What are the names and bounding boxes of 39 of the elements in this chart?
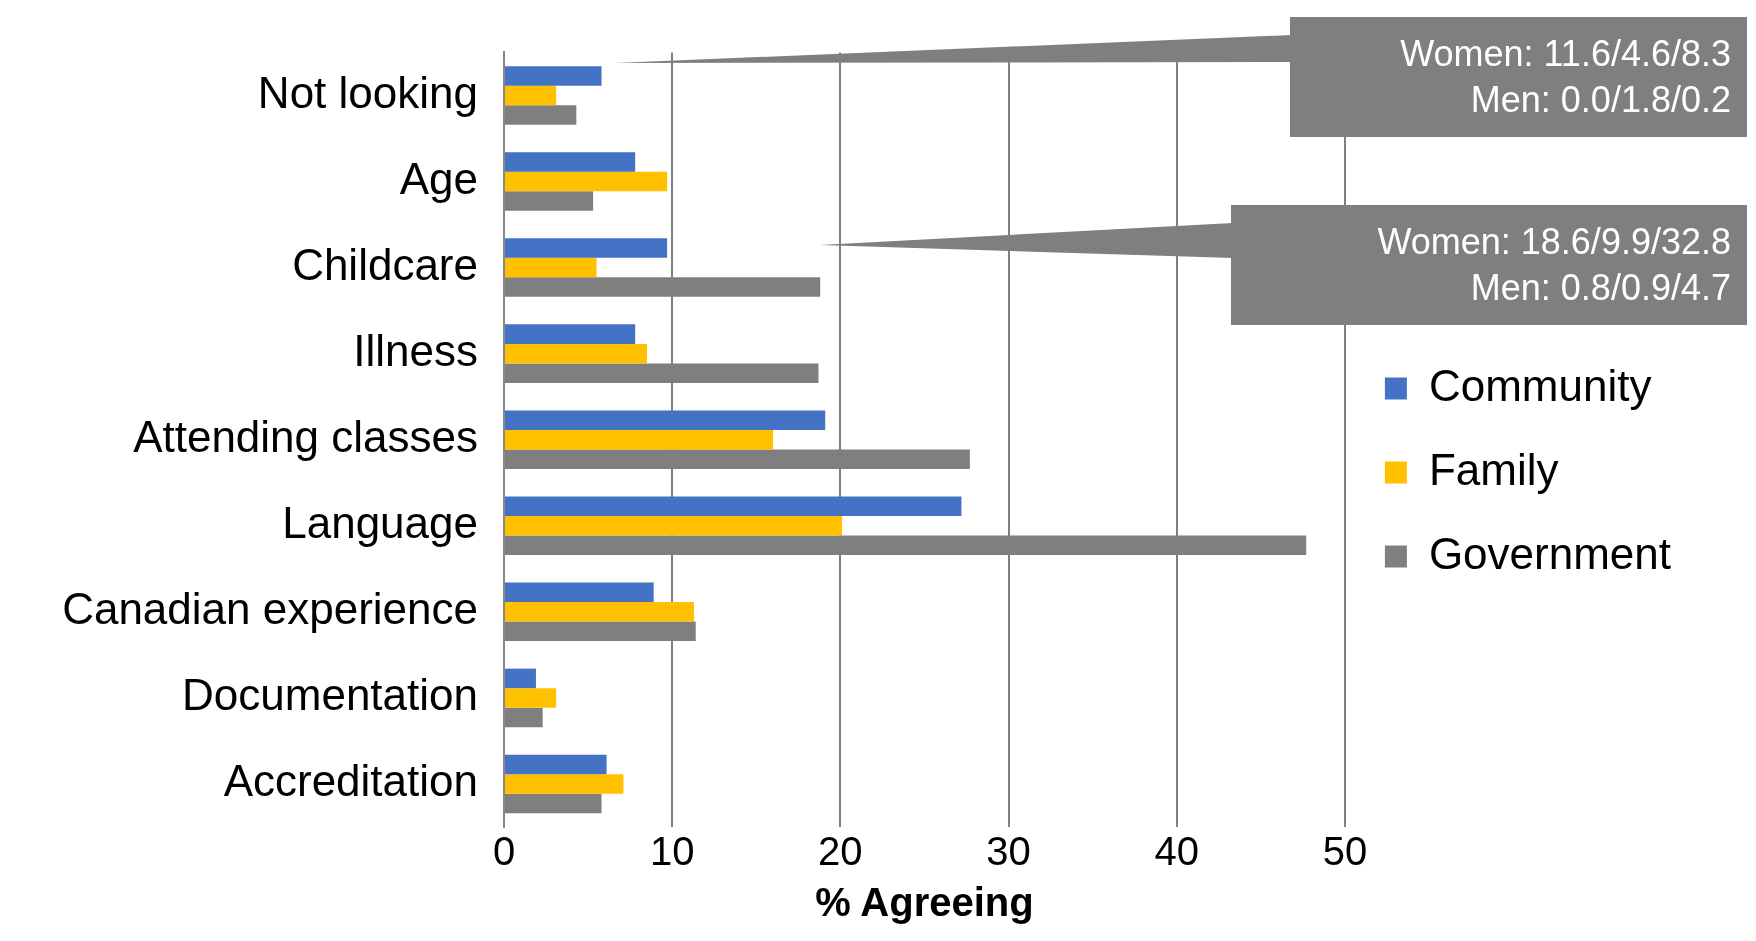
x-tick-label: 30 [986,829,1031,874]
legend-label: Community [1428,360,1652,410]
x-tick-label: 40 [1154,829,1199,874]
x-axis-title: % Agreeing [815,880,1034,925]
bar [505,66,602,86]
bar [505,754,607,775]
text: Women: 11.6/4.6/8.3 Men: 0.0/1.8/0.2 [1290,17,1747,137]
y-tick-label: Age [399,153,478,203]
legend-label: Government [1428,528,1671,578]
bar [505,688,557,708]
bar [505,257,597,278]
y-tick-label: Attending classes [133,411,478,461]
y-tick-label: Not looking [257,67,478,117]
bar [505,171,668,192]
bar [505,429,774,450]
bar [505,152,636,172]
y-tick-label: Illness [353,325,478,375]
bar [505,343,647,364]
bar [505,516,843,536]
y-tick-label: Childcare [292,239,478,289]
x-tick-label: 10 [649,829,695,874]
bar [505,410,826,430]
y-tick-label: Accreditation [223,756,478,806]
bar [505,496,962,517]
y-tick-label: Canadian experience [62,583,478,633]
bar [505,602,695,622]
y-tick-label: Documentation [182,670,478,720]
bar [505,668,536,689]
x-tick-label: 50 [1322,829,1368,874]
text: Women: 18.6/9.9/32.8 Men: 0.8/0.9/4.7 [1231,205,1747,325]
x-tick-label: 0 [492,829,516,874]
bar [505,238,668,258]
x-tick-label: 20 [818,829,863,874]
bar [505,85,557,106]
y-tick-label: Language [282,497,478,547]
bar [505,774,624,794]
bar [505,324,636,344]
bar [505,582,654,603]
legend-label: Family [1428,444,1559,494]
